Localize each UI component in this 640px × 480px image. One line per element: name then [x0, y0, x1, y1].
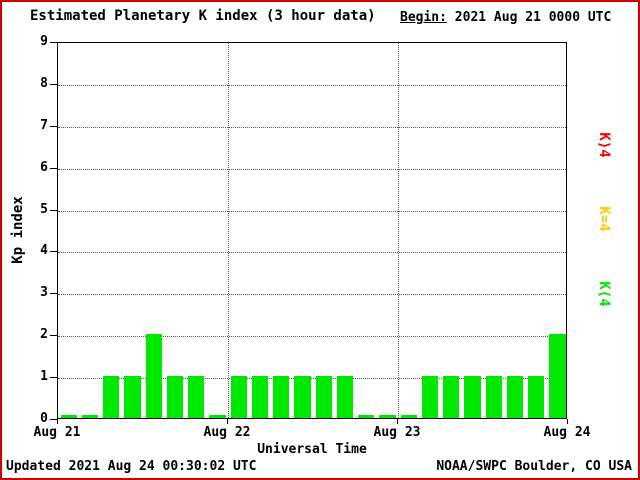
y-tick-mark	[50, 167, 57, 169]
y-tick-mark	[50, 335, 57, 337]
begin-label: Begin:	[400, 10, 447, 25]
kp-bar	[251, 376, 268, 418]
gridline-horizontal	[58, 84, 566, 86]
y-tick-label: 6	[40, 159, 48, 175]
x-tick-label: Aug 24	[543, 425, 591, 440]
x-tick-label: Aug 23	[373, 425, 421, 440]
kp-bar	[230, 376, 247, 418]
kp-bar	[549, 334, 566, 418]
legend-label: K⟨4	[596, 281, 612, 307]
chart-title: Estimated Planetary K index (3 hour data…	[30, 8, 376, 24]
kp-bar	[103, 376, 120, 418]
x-tick-label: Aug 21	[33, 425, 81, 440]
y-tick-label: 9	[40, 34, 48, 49]
kp-bar	[336, 376, 353, 418]
source-text: NOAA/SWPC Boulder, CO USA	[436, 459, 632, 474]
kp-bar	[464, 376, 481, 418]
kp-bar	[188, 376, 205, 418]
kp-bar	[209, 415, 226, 418]
updated-text: Updated 2021 Aug 24 00:30:02 UTC	[6, 459, 257, 474]
y-tick-mark	[50, 42, 57, 43]
kp-bar	[145, 334, 162, 418]
gridline-horizontal	[58, 378, 566, 380]
kp-bar	[506, 376, 523, 418]
y-tick-mark	[50, 125, 57, 127]
y-tick-label: 4	[40, 243, 48, 259]
y-tick-label: 8	[40, 75, 48, 91]
kp-bar	[358, 415, 375, 418]
kp-bar	[124, 376, 141, 418]
x-tick-mark	[57, 419, 58, 424]
legend-label: K⟩4	[596, 132, 612, 158]
x-tick-mark	[567, 419, 568, 424]
kp-bar	[60, 415, 77, 418]
x-tick-mark	[397, 419, 398, 424]
plot-area	[57, 42, 567, 419]
y-tick-mark	[50, 83, 57, 85]
kp-bar	[528, 376, 545, 418]
gridline-horizontal	[58, 126, 566, 128]
kp-bar	[443, 376, 460, 418]
kp-bar	[166, 376, 183, 418]
legend-label: K=4	[596, 206, 612, 232]
kp-bar	[273, 376, 290, 418]
kp-bar	[294, 376, 311, 418]
gridline-horizontal	[58, 168, 566, 170]
y-tick-mark	[50, 293, 57, 295]
y-tick-mark	[50, 377, 57, 379]
kp-bar	[315, 376, 332, 418]
gridline-horizontal	[58, 252, 566, 254]
x-tick-mark	[227, 419, 228, 424]
gridline-horizontal	[58, 336, 566, 338]
kp-bar	[485, 376, 502, 418]
y-tick-mark	[50, 209, 57, 211]
y-tick-mark	[50, 419, 57, 420]
x-tick-label: Aug 22	[203, 425, 251, 440]
kp-bar	[81, 415, 98, 418]
y-tick-label: 7	[40, 117, 48, 133]
kp-bar	[379, 415, 396, 418]
y-axis-title: Kp index	[10, 196, 26, 264]
kp-bar	[400, 415, 417, 418]
y-tick-label: 1	[40, 369, 48, 385]
kp-bar	[421, 376, 438, 418]
y-tick-label: 2	[40, 327, 48, 343]
gridline-vertical	[398, 43, 399, 418]
x-axis-title: Universal Time	[257, 442, 367, 457]
y-tick-label: 0	[40, 411, 48, 426]
y-tick-label: 5	[40, 201, 48, 217]
gridline-horizontal	[58, 210, 566, 212]
y-tick-label: 3	[40, 285, 48, 301]
gridline-horizontal	[58, 294, 566, 296]
begin-value: 2021 Aug 21 0000 UTC	[454, 10, 612, 25]
gridline-vertical	[228, 43, 229, 418]
y-tick-mark	[50, 251, 57, 253]
begin-timestamp: Begin: 2021 Aug 21 0000 UTC	[400, 10, 611, 25]
